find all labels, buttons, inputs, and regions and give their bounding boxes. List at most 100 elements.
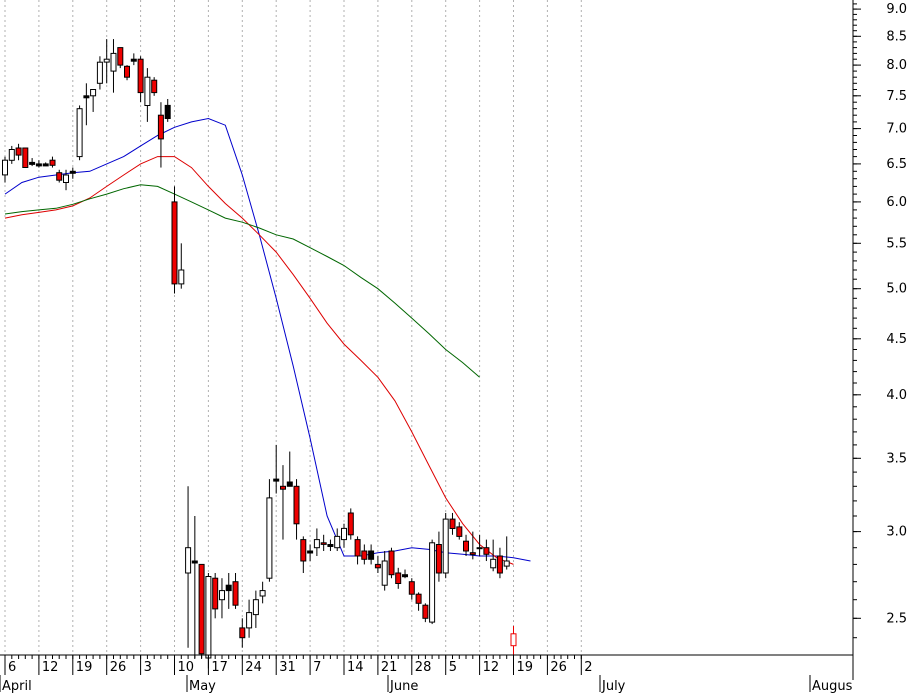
candle-body	[144, 76, 151, 106]
candle	[49, 156, 56, 168]
x-tick-label: 26	[110, 660, 127, 675]
candle-body	[117, 47, 124, 66]
y-tick-label: 7.5	[886, 89, 907, 104]
candle	[334, 528, 341, 552]
month-label: July	[601, 679, 626, 693]
y-tick-label: 6.5	[886, 157, 907, 172]
candle	[374, 555, 381, 573]
candle	[266, 479, 273, 582]
candle-body	[29, 161, 36, 165]
candle-body	[327, 544, 334, 547]
candle	[300, 536, 307, 573]
y-tick-label: 3.5	[886, 451, 907, 466]
month-label: April	[2, 679, 32, 693]
candle	[110, 39, 117, 93]
x-tick-label: 28	[415, 660, 432, 675]
candle	[205, 572, 212, 669]
candle-body	[442, 518, 449, 574]
candle-body	[422, 604, 429, 619]
candle	[388, 547, 395, 579]
candle	[103, 39, 110, 84]
candle-body	[124, 65, 130, 78]
candle	[469, 531, 476, 560]
month-label: June	[389, 679, 418, 693]
candle	[463, 534, 469, 556]
candle	[402, 569, 408, 579]
candle-body	[456, 526, 463, 537]
candle-body	[130, 58, 137, 62]
x-tick-label: 7	[313, 660, 321, 675]
candle	[429, 539, 436, 625]
x-tick-label: 12	[42, 660, 59, 675]
candle	[42, 162, 49, 167]
candle	[490, 539, 497, 572]
candle	[137, 56, 144, 103]
candle	[157, 102, 164, 168]
candlesticks	[2, 39, 517, 669]
candle	[307, 544, 314, 562]
candle-body	[402, 574, 408, 578]
candle-body	[185, 547, 192, 574]
candle	[76, 105, 83, 161]
candle-body	[178, 269, 185, 285]
candle	[435, 531, 442, 582]
candle-body	[90, 89, 97, 97]
candle	[456, 522, 463, 540]
candle	[259, 581, 266, 604]
candle	[280, 465, 286, 540]
x-tick-label: 21	[381, 660, 398, 675]
candle-body	[273, 478, 280, 482]
candle-body	[246, 612, 253, 629]
candle	[483, 539, 490, 562]
candle-body	[429, 542, 436, 623]
candle-body	[415, 593, 422, 604]
candle-body	[63, 174, 69, 183]
candle-body	[483, 547, 490, 555]
candle-body	[49, 159, 56, 166]
candle-body	[266, 497, 273, 579]
candle	[117, 47, 124, 69]
candle	[191, 516, 198, 658]
candle-body	[56, 172, 63, 181]
candle-body	[151, 79, 158, 94]
candle	[449, 512, 456, 535]
candle	[130, 53, 137, 66]
candle	[225, 572, 232, 609]
candle-body	[320, 542, 327, 545]
x-tick-label: 31	[279, 660, 296, 675]
candle	[212, 572, 219, 619]
candle	[313, 528, 320, 556]
candle	[198, 563, 205, 658]
candle-body	[395, 572, 402, 584]
candle-body	[510, 633, 517, 647]
candle-body	[232, 581, 239, 606]
candle-body	[374, 563, 381, 569]
candle-body	[69, 170, 76, 174]
candle-body	[171, 201, 178, 285]
candle	[239, 618, 246, 648]
candle	[178, 243, 185, 289]
candle-body	[300, 539, 307, 562]
candle-body	[110, 52, 117, 72]
candle	[347, 508, 354, 540]
y-tick-label: 2.5	[886, 611, 907, 626]
candle	[415, 592, 422, 611]
candle	[246, 599, 253, 638]
candle	[171, 186, 178, 294]
y-tick-label: 4.0	[886, 388, 907, 403]
candle-body	[35, 163, 42, 167]
candle	[320, 534, 327, 552]
candle-body	[463, 540, 469, 552]
candle	[144, 68, 151, 122]
candle	[151, 77, 158, 96]
candle-body	[293, 485, 300, 525]
y-tick-label: 5.0	[886, 282, 907, 297]
candle-body	[83, 95, 90, 99]
y-tick-label: 8.0	[886, 58, 907, 73]
candle-body	[212, 577, 219, 610]
candle	[286, 451, 293, 487]
candle-body	[137, 58, 144, 94]
candle	[29, 158, 36, 167]
candle-body	[239, 627, 246, 639]
